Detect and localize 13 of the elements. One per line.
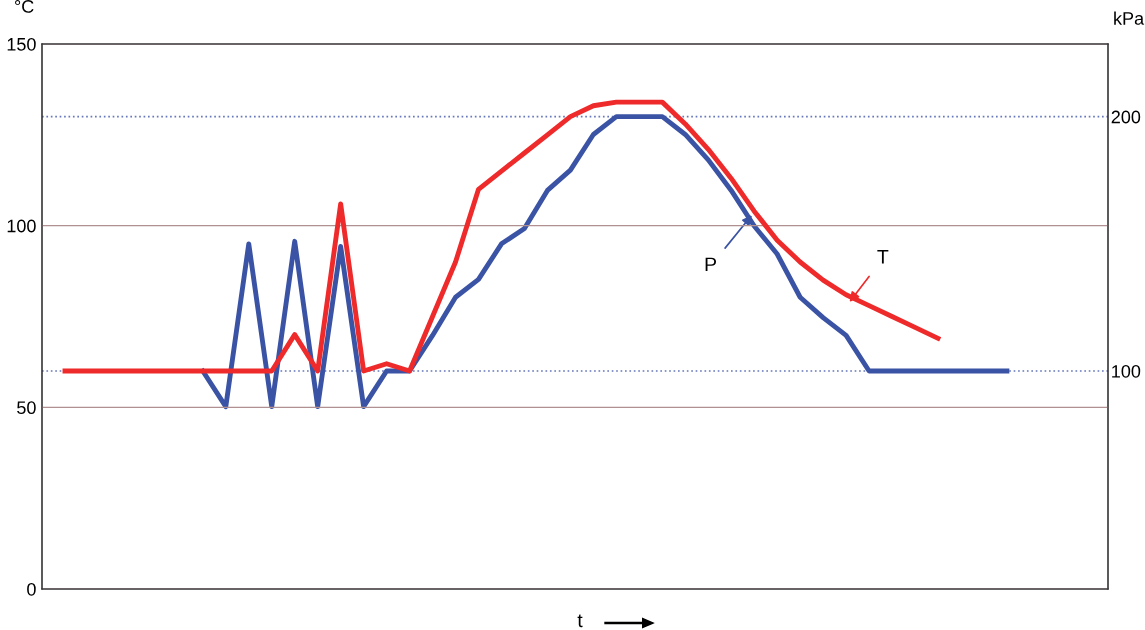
text: P (705, 257, 717, 272)
line-series (62, 99, 941, 374)
y-tick-label: 0 (27, 582, 36, 596)
text: T (877, 250, 889, 264)
y-tick-label: 50 (17, 401, 36, 415)
y2-tick-label: 100 (1112, 364, 1141, 378)
x-axis-title: t (577, 614, 583, 628)
y2-axis-title: kPa (1114, 11, 1145, 25)
y-tick-label: 100 (7, 219, 36, 233)
y-axis-title: °C (15, 0, 34, 13)
line-series (200, 114, 1010, 410)
y-tick-label: 150 (7, 37, 36, 51)
y2-tick-label: 200 (1111, 110, 1141, 124)
